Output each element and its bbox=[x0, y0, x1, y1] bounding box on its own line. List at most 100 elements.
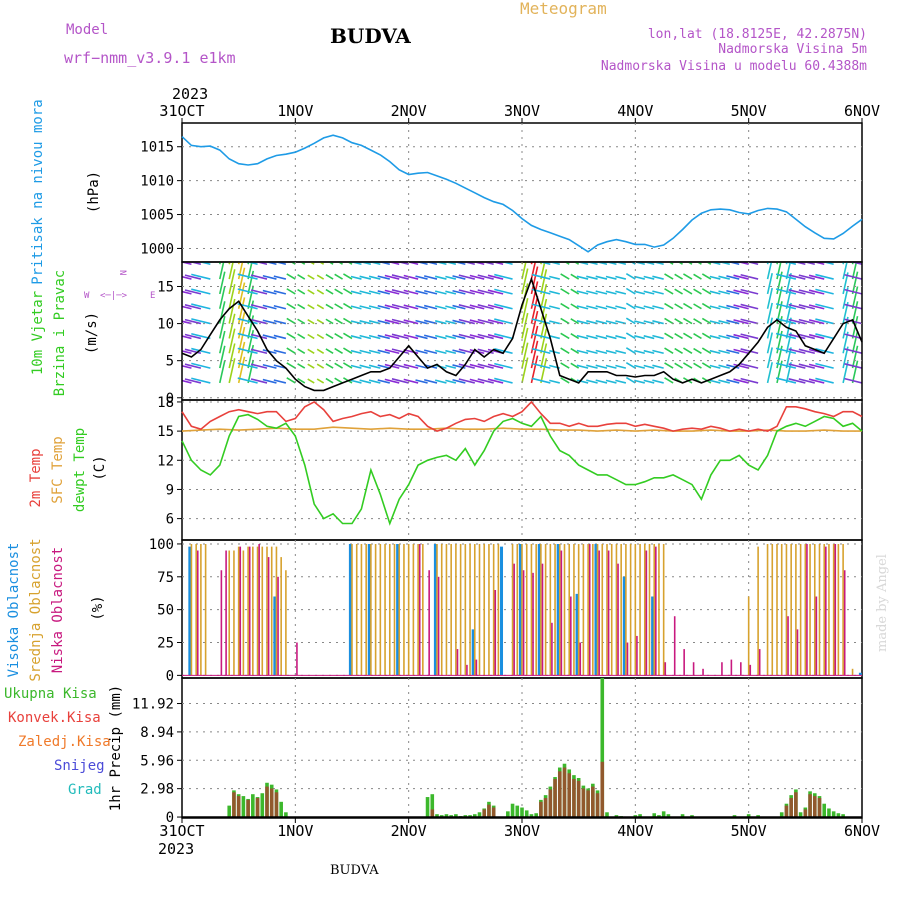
wind-vector bbox=[286, 288, 296, 295]
wind-vector bbox=[218, 262, 225, 280]
wind-vector bbox=[359, 290, 372, 295]
wind-vector bbox=[521, 298, 529, 324]
wind-vector bbox=[250, 363, 268, 369]
wind-vector bbox=[384, 304, 400, 310]
wind-vector bbox=[821, 262, 834, 266]
wind-vector bbox=[785, 262, 788, 265]
wind-vector bbox=[350, 335, 362, 340]
wind-vector bbox=[788, 378, 806, 384]
precip-axis-label: 1hr Precip (mm) bbox=[108, 685, 124, 811]
wind-vector bbox=[228, 262, 234, 280]
wind-vector bbox=[423, 304, 438, 310]
wind-vector bbox=[316, 274, 325, 280]
wind-vector bbox=[667, 262, 674, 265]
wind-vector bbox=[273, 379, 287, 384]
wind-vector bbox=[197, 262, 211, 266]
wind-vector bbox=[634, 305, 645, 310]
wind-vector bbox=[445, 320, 457, 325]
wind-vector bbox=[391, 289, 409, 295]
date-label: 6NOV bbox=[844, 102, 880, 120]
wind-vector bbox=[445, 290, 457, 295]
wind-vector bbox=[693, 288, 702, 295]
date-label: 4NOV bbox=[617, 102, 653, 120]
wind-vector bbox=[359, 275, 372, 280]
wind-vector bbox=[726, 289, 740, 295]
wind-vector bbox=[808, 319, 825, 325]
wind-vector bbox=[384, 274, 400, 280]
wind-vector bbox=[384, 289, 400, 295]
wind-vector bbox=[262, 274, 277, 280]
wind-vector bbox=[350, 290, 362, 295]
wind-vector bbox=[615, 349, 627, 355]
wind-vector bbox=[228, 343, 236, 369]
wind-vector bbox=[605, 320, 617, 325]
wind-vector bbox=[434, 320, 447, 325]
wind-vector bbox=[452, 379, 466, 384]
wind-vector bbox=[776, 262, 779, 265]
precip-total-bar bbox=[666, 814, 671, 818]
precip-conv-bar bbox=[482, 809, 487, 818]
temperature-panel: 18 15 12 9 6 bbox=[157, 395, 863, 541]
wind-vector bbox=[733, 348, 749, 355]
precip-total-bar bbox=[472, 814, 477, 818]
wind-vector bbox=[334, 288, 343, 295]
wind-vector bbox=[297, 288, 306, 295]
year-top: 2023 bbox=[172, 85, 208, 103]
wind-vector bbox=[733, 304, 749, 310]
wind-vector bbox=[775, 332, 797, 340]
wind-vector bbox=[815, 303, 834, 310]
precip-conv-bar bbox=[491, 807, 496, 818]
wind-vector bbox=[325, 363, 334, 369]
wind-vector bbox=[316, 304, 325, 310]
bottom-date-axis: 31OCT 1NOV 2NOV 3NOV 4NOV 5NOV 6NOV bbox=[159, 818, 880, 840]
wind-vector bbox=[423, 275, 438, 280]
wind-vector bbox=[595, 262, 608, 266]
wind-vector bbox=[549, 290, 560, 295]
wind-vector bbox=[709, 275, 721, 280]
wind-vector bbox=[458, 363, 475, 369]
wind-vector bbox=[775, 317, 797, 325]
wind-vector bbox=[625, 376, 636, 384]
wind-vector bbox=[718, 334, 730, 340]
wind-vector bbox=[576, 320, 589, 325]
panel-labels: Pritisak na nivou mora (hPa) 10m Vjetar Brz… bbox=[4, 99, 124, 811]
wind-vector bbox=[844, 303, 862, 310]
y-tick-label: 1015 bbox=[140, 140, 174, 156]
wind-vector bbox=[334, 362, 343, 369]
wind-vector bbox=[766, 287, 773, 309]
wind-vector bbox=[531, 362, 551, 369]
wind-vector bbox=[733, 378, 749, 384]
y-tick-label: 15 bbox=[157, 424, 174, 440]
date-label: 4NOV bbox=[617, 822, 653, 840]
wind-vector bbox=[245, 262, 258, 266]
wind-vector bbox=[560, 377, 570, 384]
wind-vector bbox=[250, 304, 268, 310]
wind-vector bbox=[228, 269, 236, 295]
wind-vector bbox=[343, 347, 353, 354]
wind-vector bbox=[615, 364, 627, 369]
wind-vector bbox=[718, 290, 730, 295]
wind-vector bbox=[445, 305, 457, 310]
wind-vector bbox=[775, 347, 797, 355]
wind-vector bbox=[182, 320, 192, 325]
wind-vector bbox=[540, 358, 548, 384]
wind-vector bbox=[766, 347, 773, 369]
wind-vector bbox=[403, 319, 419, 325]
wind-vector bbox=[766, 262, 769, 265]
wind-vector bbox=[851, 271, 859, 295]
wind-vector bbox=[788, 333, 806, 340]
wind-vector bbox=[570, 273, 580, 280]
wind-vector bbox=[718, 262, 730, 266]
wind-vector bbox=[808, 363, 825, 369]
wind-vector bbox=[709, 320, 721, 325]
wind-vector bbox=[521, 262, 524, 265]
wind-vector bbox=[775, 362, 797, 369]
wind-vector bbox=[674, 288, 683, 295]
precip-conv-bar bbox=[562, 767, 567, 818]
wind-vector bbox=[540, 262, 543, 265]
wind-vector bbox=[521, 342, 529, 369]
wind-vector bbox=[560, 362, 570, 369]
wind-vector bbox=[477, 363, 494, 369]
wind-vector bbox=[851, 360, 859, 384]
wind-vector bbox=[570, 318, 580, 325]
